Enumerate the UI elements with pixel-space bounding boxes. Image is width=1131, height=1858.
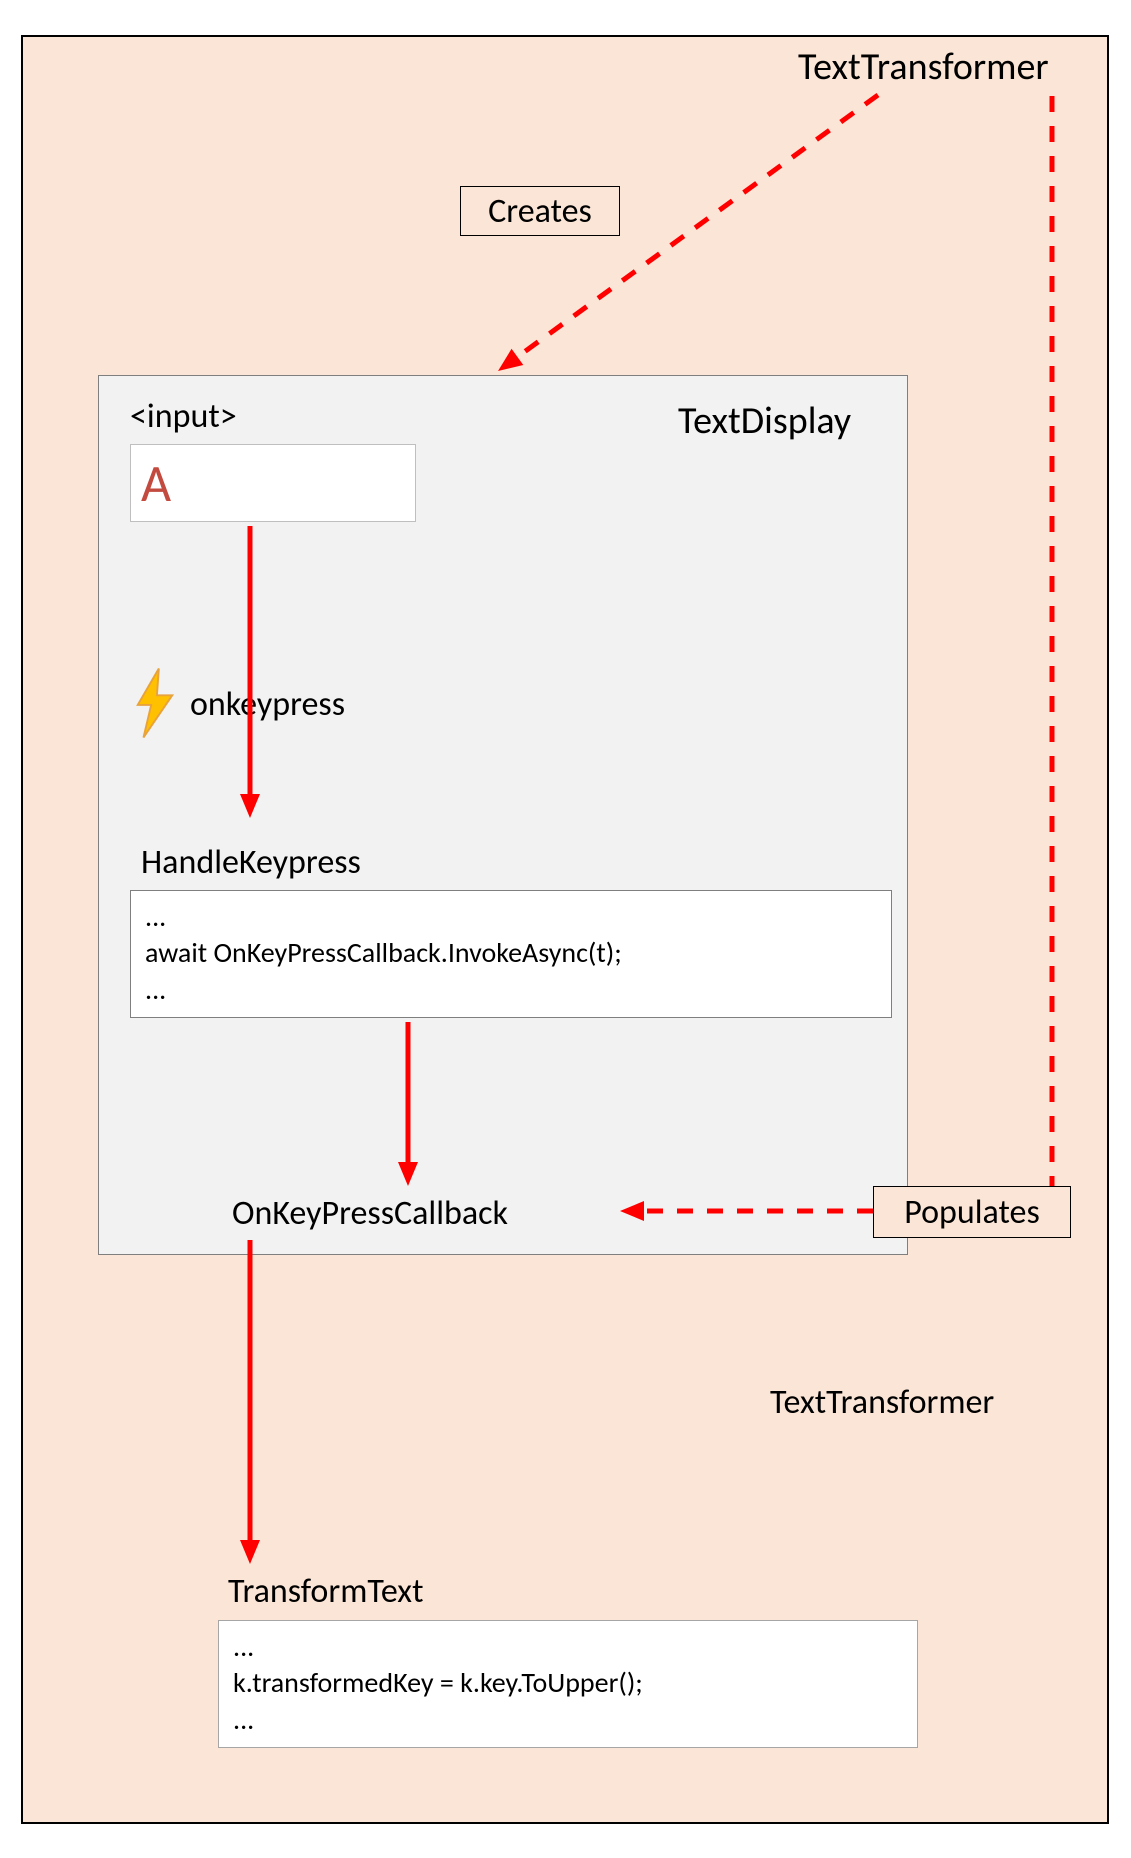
- creates-edge-label: Creates: [460, 186, 620, 236]
- lightning-bolt-icon: [132, 668, 178, 738]
- populates-edge-label: Populates: [873, 1186, 1071, 1238]
- code-line: k.transformedKey = k.key.ToUpper();: [233, 1665, 643, 1700]
- diagram-canvas: TextTransformer TextDisplay <input> A on…: [0, 0, 1131, 1858]
- input-tag-label: <input>: [130, 396, 237, 437]
- transformtext-label: TransformText: [228, 1571, 424, 1612]
- code-line: ...: [145, 972, 166, 1007]
- code-line: ...: [145, 899, 166, 934]
- handlekeypress-label: HandleKeypress: [141, 842, 361, 883]
- input-box: A: [130, 444, 416, 522]
- texttransformer-lower-label: TextTransformer: [770, 1382, 994, 1423]
- onkeypress-label: onkeypress: [190, 684, 345, 725]
- code-line: ...: [233, 1702, 254, 1737]
- outer-container-label: TextTransformer: [798, 44, 1049, 90]
- onkeypresscallback-label: OnKeyPressCallback: [232, 1193, 508, 1234]
- code-line: ...: [233, 1629, 254, 1664]
- inner-container-label: TextDisplay: [678, 398, 851, 444]
- code-line: await OnKeyPressCallback.InvokeAsync(t);: [145, 935, 622, 970]
- handlekeypress-code-box: ... await OnKeyPressCallback.InvokeAsync…: [130, 890, 892, 1018]
- transformtext-code-box: ... k.transformedKey = k.key.ToUpper(); …: [218, 1620, 918, 1748]
